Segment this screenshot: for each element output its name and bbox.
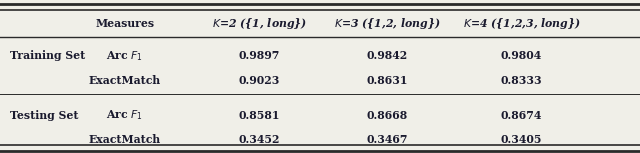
Text: Arc $F_1$: Arc $F_1$ xyxy=(106,109,143,122)
Text: Arc $F_1$: Arc $F_1$ xyxy=(106,49,143,63)
Text: 0.3467: 0.3467 xyxy=(367,134,408,146)
Text: 0.9842: 0.9842 xyxy=(367,50,408,61)
Text: $K$=2 ({1, long}): $K$=2 ({1, long}) xyxy=(212,16,307,31)
Text: $K$=4 ({1,2,3, long}): $K$=4 ({1,2,3, long}) xyxy=(463,16,580,31)
Text: 0.8631: 0.8631 xyxy=(367,75,408,86)
Text: Testing Set: Testing Set xyxy=(10,110,78,121)
Text: 0.8333: 0.8333 xyxy=(500,75,543,86)
Text: 0.3452: 0.3452 xyxy=(239,134,280,146)
Text: Training Set: Training Set xyxy=(10,50,85,61)
Text: $K$=3 ({1,2, long}): $K$=3 ({1,2, long}) xyxy=(334,16,440,31)
Text: Measures: Measures xyxy=(95,18,154,29)
Text: 0.8674: 0.8674 xyxy=(501,110,542,121)
Text: 0.9897: 0.9897 xyxy=(239,50,280,61)
Text: 0.9804: 0.9804 xyxy=(501,50,542,61)
Text: 0.8668: 0.8668 xyxy=(367,110,408,121)
Text: ExactMatch: ExactMatch xyxy=(89,75,161,86)
Text: 0.3405: 0.3405 xyxy=(501,134,542,146)
Text: 0.8581: 0.8581 xyxy=(239,110,280,121)
Text: ExactMatch: ExactMatch xyxy=(89,134,161,146)
Text: 0.9023: 0.9023 xyxy=(239,75,280,86)
